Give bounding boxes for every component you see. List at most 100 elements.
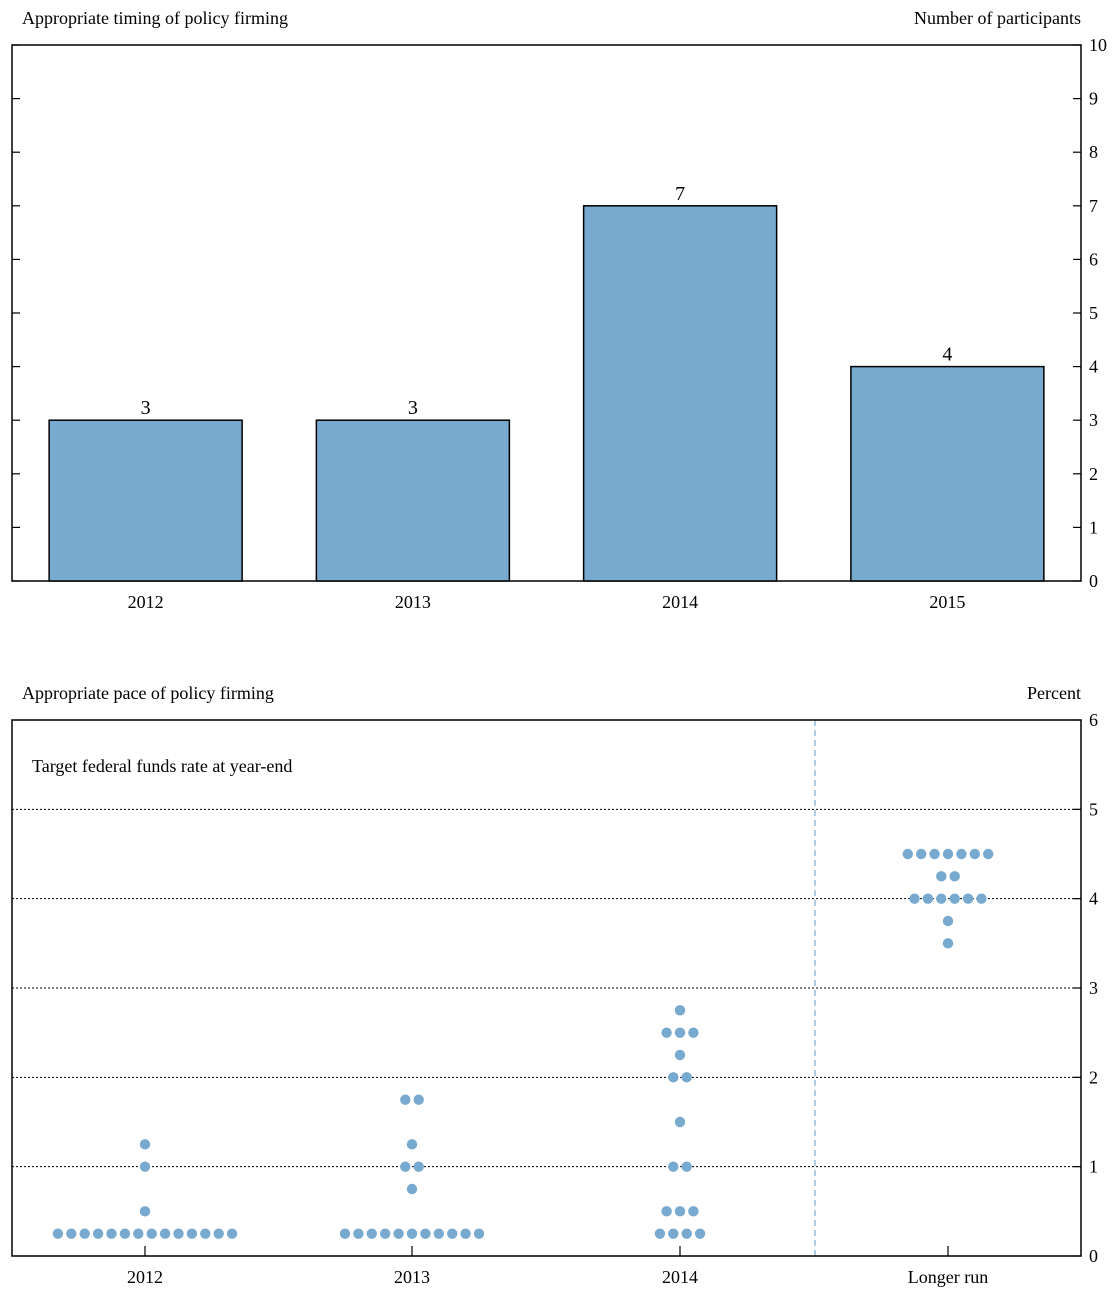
dot-2014-0.25 xyxy=(681,1228,692,1239)
y-tick-label-1: 1 xyxy=(1089,517,1098,537)
dot-2014-2.5 xyxy=(674,1027,686,1038)
dot-longer-run-4.5 xyxy=(956,848,967,860)
timing-chart-ylabel: Number of participants xyxy=(914,8,1081,28)
dot-2013-1.75 xyxy=(413,1094,424,1105)
y-tick-label-6: 6 xyxy=(1089,249,1098,269)
dot-longer-run-4 xyxy=(949,893,960,904)
timing-bar-chart: Appropriate timing of policy firming Num… xyxy=(11,8,1107,612)
y-tick-label-4: 4 xyxy=(1089,357,1098,377)
dot-2013-1.25 xyxy=(406,1139,418,1150)
dot-2012-0.25 xyxy=(173,1228,184,1239)
pace-y-tick-label-3: 3 xyxy=(1089,978,1098,998)
dot-2012-0.25 xyxy=(186,1228,198,1239)
dot-longer-run-3.5 xyxy=(942,938,954,949)
dot-2014-2.25 xyxy=(674,1049,686,1061)
bar-value-label-2014: 7 xyxy=(675,183,685,205)
dot-2013-0.25 xyxy=(460,1228,471,1239)
dot-2012-1 xyxy=(139,1161,151,1172)
bar-value-label-2012: 3 xyxy=(141,397,151,419)
dot-longer-run-4 xyxy=(976,893,987,904)
dot-2014-1.5 xyxy=(674,1116,686,1128)
bar-value-label-2013: 3 xyxy=(408,397,418,419)
dot-2012-0.25 xyxy=(79,1228,90,1239)
dot-2013-1 xyxy=(413,1161,424,1172)
bar-2015 xyxy=(850,365,1045,582)
dot-2013-0.25 xyxy=(406,1228,418,1239)
pace-y-tick-label-5: 5 xyxy=(1089,799,1098,819)
x-tick-label-2014: 2014 xyxy=(662,592,698,612)
pace-x-tick-label-2014: 2014 xyxy=(662,1267,698,1287)
dot-longer-run-4.5 xyxy=(929,848,940,860)
dot-2012-0.25 xyxy=(92,1228,104,1239)
dot-2013-0.25 xyxy=(393,1228,404,1239)
dot-2013-0.25 xyxy=(433,1228,444,1239)
dot-2012-0.5 xyxy=(139,1206,151,1217)
dot-2014-2 xyxy=(681,1072,692,1083)
dot-2013-1 xyxy=(400,1161,411,1172)
bar-2013 xyxy=(315,419,511,582)
pace-chart-title: Appropriate pace of policy firming xyxy=(22,683,274,703)
dot-2014-2.75 xyxy=(674,1005,686,1016)
pace-y-tick-label-6: 6 xyxy=(1089,710,1098,730)
dot-2014-0.25 xyxy=(668,1228,679,1239)
dot-longer-run-4.5 xyxy=(969,848,980,860)
y-tick-label-9: 9 xyxy=(1089,89,1098,109)
dot-2014-0.5 xyxy=(661,1206,672,1217)
dot-2013-0.25 xyxy=(473,1228,485,1239)
dot-longer-run-4.5 xyxy=(983,848,994,860)
pace-x-tick-label-2013: 2013 xyxy=(394,1267,430,1287)
dot-2012-0.25 xyxy=(52,1228,64,1239)
dot-2013-0.25 xyxy=(339,1228,351,1239)
dot-longer-run-4 xyxy=(922,893,934,904)
dot-2014-0.5 xyxy=(688,1206,699,1217)
dot-2012-0.25 xyxy=(146,1228,157,1239)
dot-2014-0.25 xyxy=(654,1228,666,1239)
dot-2013-0.25 xyxy=(353,1228,364,1239)
y-tick-label-10: 10 xyxy=(1089,35,1107,55)
x-tick-label-2012: 2012 xyxy=(128,592,164,612)
dot-longer-run-4 xyxy=(962,893,974,904)
pace-x-tick-label-2012: 2012 xyxy=(127,1267,163,1287)
bar-2012 xyxy=(48,419,243,582)
dot-2013-0.25 xyxy=(420,1228,431,1239)
pace-chart-ylabel: Percent xyxy=(1027,683,1081,703)
dot-2012-0.25 xyxy=(159,1228,171,1239)
dot-longer-run-4.5 xyxy=(942,848,954,860)
dot-2013-0.25 xyxy=(366,1228,377,1239)
dot-2014-2 xyxy=(668,1072,679,1083)
dot-2013-0.75 xyxy=(406,1183,418,1195)
dot-2012-0.25 xyxy=(133,1228,144,1239)
y-tick-label-5: 5 xyxy=(1089,303,1098,323)
dot-2013-0.25 xyxy=(380,1228,391,1239)
y-tick-label-0: 0 xyxy=(1089,571,1098,591)
dot-2012-0.25 xyxy=(66,1228,77,1239)
dot-2012-0.25 xyxy=(119,1228,131,1239)
pace-y-tick-label-1: 1 xyxy=(1089,1157,1098,1177)
dot-longer-run-4 xyxy=(936,893,947,904)
x-tick-label-2015: 2015 xyxy=(929,592,965,612)
dot-2012-0.25 xyxy=(226,1228,238,1239)
dot-2014-0.25 xyxy=(694,1228,706,1239)
dot-2013-0.25 xyxy=(447,1228,458,1239)
pace-x-tick-label-longer-run: Longer run xyxy=(908,1267,988,1287)
bar-2014 xyxy=(582,205,778,582)
dot-2012-0.25 xyxy=(200,1228,211,1239)
pace-y-tick-label-2: 2 xyxy=(1089,1067,1098,1087)
pace-chart-annotation: Target federal funds rate at year-end xyxy=(32,756,292,776)
dot-2013-1.75 xyxy=(400,1094,411,1105)
dot-2014-2.5 xyxy=(661,1027,672,1038)
pace-y-tick-label-0: 0 xyxy=(1089,1246,1098,1266)
x-tick-label-2013: 2013 xyxy=(395,592,431,612)
dot-longer-run-4.5 xyxy=(902,848,913,860)
y-tick-label-2: 2 xyxy=(1089,464,1098,484)
dot-2014-2.5 xyxy=(688,1027,699,1038)
dot-2014-1 xyxy=(681,1161,692,1172)
dot-longer-run-4.25 xyxy=(936,871,947,882)
y-tick-label-8: 8 xyxy=(1089,142,1098,162)
pace-dot-chart: Appropriate pace of policy firming Perce… xyxy=(11,683,1098,1287)
dot-2012-1.25 xyxy=(139,1139,151,1150)
dot-2012-0.25 xyxy=(213,1228,224,1239)
y-tick-label-7: 7 xyxy=(1089,196,1098,216)
dot-longer-run-4.25 xyxy=(949,871,960,882)
